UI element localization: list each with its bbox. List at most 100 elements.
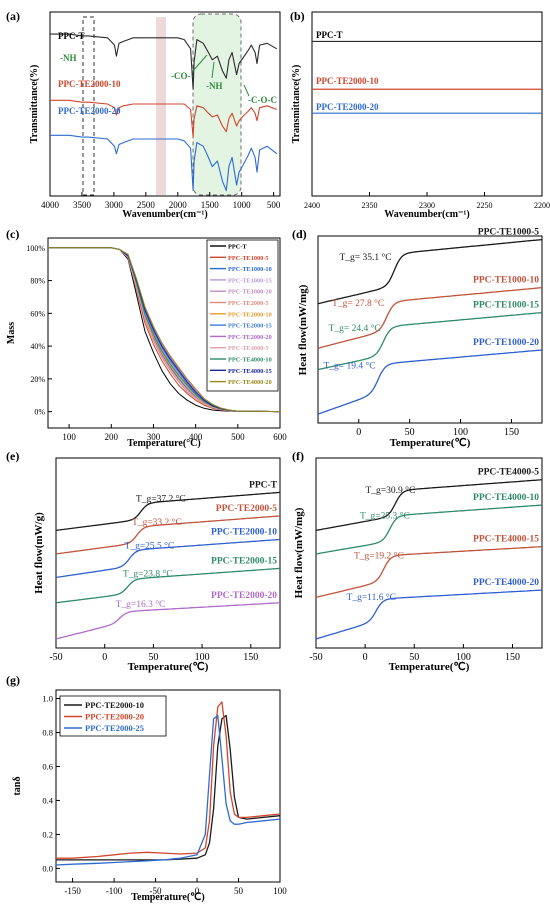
legend-label: PPC-TE4000-20 <box>228 379 272 386</box>
y-tick-label: 80% <box>30 277 45 286</box>
series-line-PPC-TE4000-10 <box>315 504 543 555</box>
series-line-PPC-TE2000-20 <box>50 134 278 192</box>
y-tick-label: 60% <box>30 309 45 318</box>
tg-annotation: T_g= 27.8 °C <box>332 298 384 309</box>
y-tick-label: 0.6 <box>42 761 53 771</box>
y-tick-label: 0.8 <box>42 727 53 737</box>
x-tick-label: 0 <box>356 427 361 438</box>
tg-annotation: T_g= 19.4 °C <box>323 360 375 371</box>
series-line-PPC-TE2000-20 <box>55 602 281 640</box>
panel-label: (d) <box>292 227 307 241</box>
series-label-ppc-t: PPC-T <box>316 30 343 40</box>
legend-label: PPC-TE1000-10 <box>228 266 272 273</box>
panel-label: (f) <box>292 449 304 463</box>
tg-annotation: T_g=11.6 °C <box>347 592 396 603</box>
panel-label: (g) <box>6 673 20 687</box>
series-layer <box>55 491 281 640</box>
x-tick-label: 50 <box>409 652 419 663</box>
legend: PPC-T PPC-TE1000-5 PPC-TE1000-10 PPC-TE1000… <box>206 239 279 392</box>
series-layer <box>55 701 281 866</box>
series-line-PPC-TE4000-20 <box>315 589 543 640</box>
series-line-PPC-TE1000-10 <box>317 286 543 349</box>
x-tick-label: 100 <box>62 432 76 442</box>
x-tick-label: 100 <box>453 427 468 438</box>
x-ticks: -50 0 50 100 150 <box>49 644 258 663</box>
series-line-PPC-TE2000-25 <box>55 714 281 866</box>
series-line-PPC-TE2000-10 <box>56 714 281 861</box>
series-line-PPC-TE2000-5 <box>55 515 281 555</box>
tg-annotation: T_g=25.5 °C <box>125 540 175 551</box>
tg-annotation: T_g=37.2 °C <box>136 493 186 504</box>
x-ticks: -150 -100 -50 0 50 100 <box>64 878 287 896</box>
series-labels: PPC-TE1000-5 T_g= 35.1 °C PPC-TE1000-10 T_g… <box>323 228 539 372</box>
series-labels: PPC-T T_g=37.2 °C PPC-TE2000-5 T_g=33.2 °C P… <box>116 480 278 610</box>
x-tick-label: 200 <box>105 432 119 442</box>
x-tick-label: 1000 <box>233 200 252 210</box>
series-label: PPC-T <box>249 480 278 490</box>
x-tick-label: 100 <box>273 886 287 896</box>
x-tick-label: 0 <box>195 886 200 896</box>
x-tick-label: 150 <box>505 652 520 663</box>
x-tick-label: -50 <box>150 886 162 896</box>
series-layer <box>48 247 281 413</box>
x-tick-label: 2400 <box>304 201 320 210</box>
tg-annotation: T_g=25.3 °C <box>360 511 410 522</box>
x-axis-label: Temperature(℃) <box>128 661 209 673</box>
x-tick-label: 400 <box>189 432 203 442</box>
legend-label: PPC-TE4000-15 <box>228 368 272 375</box>
x-tick-label: -150 <box>64 886 81 896</box>
series-line-PPC-TE4000-15 <box>48 247 281 413</box>
panel-a: (a) 4000 3500 3000 2500 2000 1500 1000 500 PPC-… <box>6 9 281 220</box>
x-tick-label: 3000 <box>105 200 124 210</box>
series-line-PPC-TE4000-5 <box>315 479 543 532</box>
legend-label: PPC-TE1000-5 <box>228 255 269 262</box>
x-tick-label: 1500 <box>201 200 220 210</box>
legend-frame <box>206 239 279 392</box>
legend-label: PPC-TE2000-5 <box>228 300 269 307</box>
x-tick-label: 2000 <box>169 200 188 210</box>
legend-label: PPC-TE2000-20 <box>85 712 144 722</box>
y-tick-label: 0% <box>34 408 45 417</box>
legend-label: PPC-TE4000-10 <box>228 357 272 364</box>
legend-label: PPC-T <box>228 244 247 251</box>
y-tick-label: 40% <box>30 342 45 351</box>
y-tick-label: 0.0 <box>42 863 53 873</box>
series-line-PPC-T <box>48 247 281 413</box>
series-line-PPC-TE1000-20 <box>317 349 543 415</box>
annotation-nh-2: -NH <box>206 81 223 91</box>
x-tick-label: -50 <box>49 652 62 663</box>
tg-annotation: T_g=19.2 °C <box>354 550 404 561</box>
x-ticks: 0 50 100 150 <box>356 419 519 438</box>
x-tick-label: 150 <box>243 652 258 663</box>
x-axis-label: Wavenumber(cm⁻¹) <box>384 209 469 220</box>
series-label: PPC-TE4000-10 <box>473 493 539 503</box>
x-tick-label: 3500 <box>73 200 92 210</box>
y-axis-label: Transmittance(%) <box>29 65 40 144</box>
plot-frame <box>317 235 543 424</box>
legend-label: PPC-TE2000-15 <box>228 323 272 330</box>
annotation-arrow <box>191 54 208 73</box>
x-tick-label: 2250 <box>477 201 493 210</box>
annotation-nh-1: -NH <box>60 53 77 63</box>
panel-label: (a) <box>6 9 20 23</box>
x-tick-label: 100 <box>456 652 471 663</box>
legend-label: PPC-TE1000-15 <box>228 277 272 284</box>
series-label: PPC-TE1000-10 <box>473 276 539 286</box>
y-tick-label: 1.0 <box>42 693 53 703</box>
x-axis-label: Temperature(℃) <box>390 437 471 449</box>
plot-frame <box>47 237 281 429</box>
series-layer <box>50 33 278 192</box>
y-tick-label: 0.4 <box>42 795 53 805</box>
annotation-coc: -C-O-C <box>248 95 277 105</box>
series-line-PPC-TE4000-15 <box>315 546 543 598</box>
x-axis-label: Temperature(℃) <box>389 661 470 673</box>
x-tick-label: 500 <box>231 432 245 442</box>
series-layer <box>315 479 543 640</box>
legend-label: PPC-TE2000-20 <box>228 334 272 341</box>
series-label: PPC-TE1000-15 <box>473 301 539 311</box>
series-label: PPC-TE2000-20 <box>211 591 277 601</box>
highlight-box-nh <box>82 16 95 196</box>
x-tick-label: 2200 <box>534 201 550 210</box>
series-label-te2000-10: PPC-TE2000-10 <box>316 76 379 86</box>
